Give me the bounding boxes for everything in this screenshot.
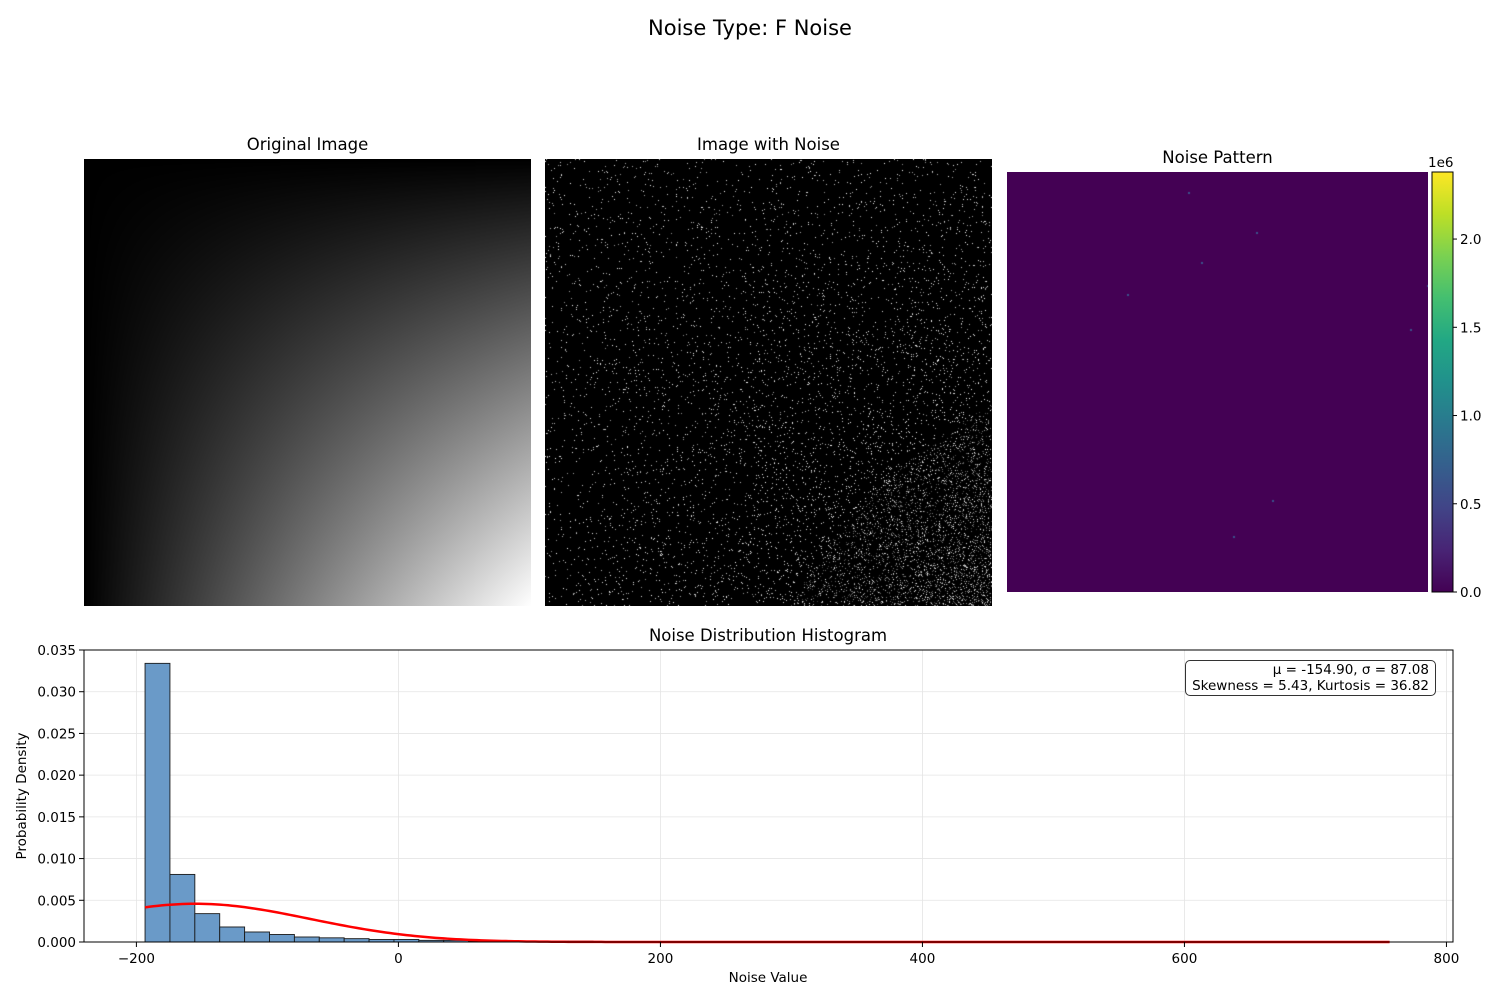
colorbar: 0.0 0.5 1.0 1.5 2.0 [1430, 171, 1490, 601]
colorbar-tick-label: 0.0 [1460, 585, 1481, 601]
colorbar-tick-label: 1.0 [1460, 409, 1481, 425]
x-tick-label: 600 [1172, 951, 1198, 967]
y-tick-label: 0.005 [37, 893, 76, 909]
histogram-bar [219, 926, 246, 943]
histogram-chart: Noise Distribution Histogram −200 0 200 400… [14, 626, 1459, 986]
y-tick-label: 0.010 [37, 852, 76, 868]
original-image [84, 159, 531, 606]
y-tick-label: 0.020 [37, 768, 76, 784]
histogram-bar [144, 662, 171, 943]
stats-line-1: μ = -154.90, σ = 87.08 [1272, 662, 1429, 678]
histogram-bar [293, 936, 320, 943]
histogram-frame [83, 649, 1454, 943]
colorbar-gradient [1431, 171, 1454, 593]
histogram-bars [144, 662, 1391, 943]
noise-pattern-image [1007, 172, 1428, 592]
histogram-title: Noise Distribution Histogram [649, 626, 887, 645]
x-tick-label: 400 [910, 951, 936, 967]
stats-line-2: Skewness = 5.43, Kurtosis = 36.82 [1192, 678, 1429, 694]
colorbar-exponent: 1e6 [1428, 155, 1454, 171]
histogram-bar [194, 913, 221, 943]
x-tick-label: 200 [648, 951, 674, 967]
y-tick-label: 0.035 [37, 643, 76, 659]
normal-fit-curve [144, 902, 1390, 944]
y-tick-label: 0.030 [37, 685, 76, 701]
x-tick-label: −200 [118, 951, 155, 967]
y-tick-label: 0.015 [37, 810, 76, 826]
original-image-title: Original Image [246, 135, 369, 154]
histogram-bar [343, 938, 370, 943]
x-axis-label: Noise Value [729, 970, 808, 986]
y-tick-label: 0.025 [37, 726, 76, 742]
histogram-bar [169, 873, 196, 943]
colorbar-tick-label: 0.5 [1460, 497, 1481, 513]
x-tick-label: 0 [394, 951, 403, 967]
y-tick-label: 0.000 [37, 935, 76, 951]
stats-box: μ = -154.90, σ = 87.08 Skewness = 5.43, … [1185, 660, 1436, 696]
figure-title: Noise Type: F Noise [648, 16, 852, 40]
histogram-bar [269, 934, 295, 943]
y-axis-label: Probability Density [14, 733, 30, 860]
histogram-bar [244, 931, 270, 943]
colorbar-tick-label: 1.5 [1460, 320, 1481, 336]
noisy-image [545, 159, 992, 606]
y-axis-ticks: 0.000 0.005 0.010 0.015 0.020 0.025 0.030 0.035 [37, 643, 84, 951]
histogram-bar [318, 937, 345, 943]
colorbar-tick-label: 2.0 [1460, 232, 1481, 248]
noisy-image-title: Image with Noise [697, 135, 840, 154]
colorbar-svg: 0.0 0.5 1.0 1.5 2.0 [1431, 171, 1481, 601]
x-tick-label: 800 [1434, 951, 1460, 967]
x-axis-ticks: −200 0 200 400 600 800 [118, 942, 1459, 967]
noise-pattern-title: Noise Pattern [1162, 148, 1273, 167]
